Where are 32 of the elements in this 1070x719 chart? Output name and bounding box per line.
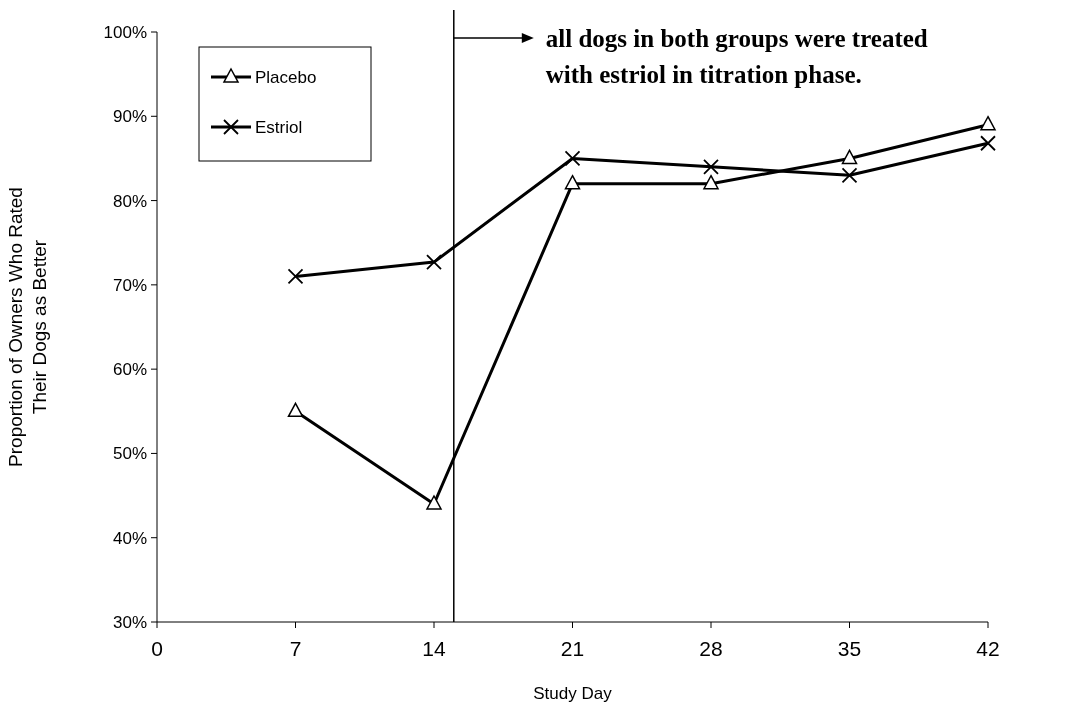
point (703, 174, 719, 190)
y-tick-label: 90% (112, 107, 147, 127)
x-tick-label: 35 (837, 637, 862, 660)
y-tick-label: 50% (112, 444, 147, 464)
y-axis-title: Proportion of Owners Who Rated Their Dogs as Better (5, 187, 50, 467)
x-tick-label: 21 (560, 637, 585, 660)
point (426, 495, 442, 510)
point (564, 150, 581, 167)
legend-label: Placebo (255, 68, 317, 87)
point (287, 402, 304, 418)
x-tick-label: 7 (289, 637, 302, 660)
point (287, 268, 304, 285)
point (703, 158, 719, 175)
y-tick-label: 30% (112, 612, 147, 632)
y-tick-label: 40% (112, 528, 147, 548)
x-tick-label: 28 (699, 637, 723, 660)
point (841, 149, 858, 165)
y-tick-label: 80% (112, 191, 147, 211)
y-tick-label: 70% (112, 275, 147, 295)
point (841, 167, 858, 184)
x-tick-label: 42 (976, 637, 1000, 660)
legend-label: Estriol (255, 118, 303, 137)
point (980, 135, 996, 152)
x-tick-label: 0 (151, 637, 163, 660)
point (426, 254, 442, 270)
x-axis-title: Study Day (533, 684, 613, 703)
y-tick-label: 60% (112, 360, 147, 380)
x-tick-label: 14 (422, 637, 446, 660)
point (980, 115, 996, 131)
y-tick-label: 100% (103, 22, 147, 42)
point (564, 174, 581, 190)
ref-line-label: all dogs in both groups were treated with estriol in titration phase. (545, 25, 928, 88)
